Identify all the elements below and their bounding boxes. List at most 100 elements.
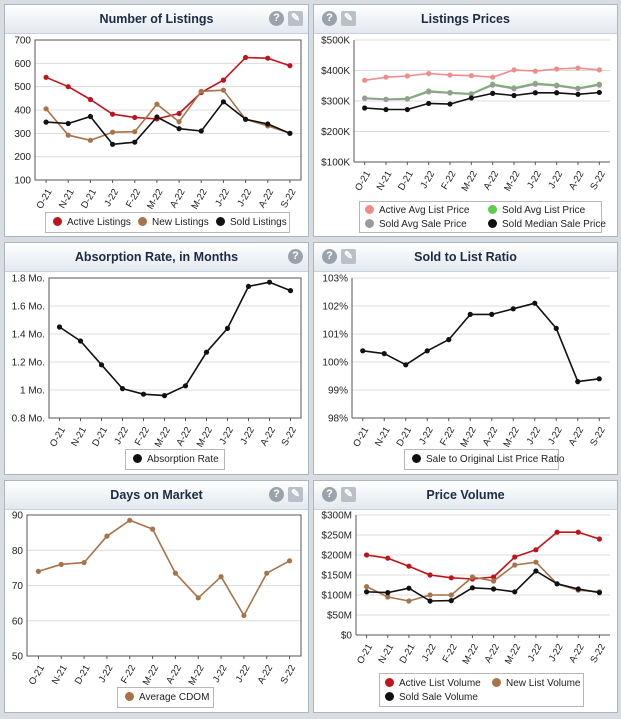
- data-point: [511, 92, 517, 99]
- data-point: [533, 547, 539, 553]
- data-point: [241, 612, 247, 619]
- legend-item-sold-avg-list: Sold Avg List Price: [488, 205, 585, 216]
- y-tick-label: 103%: [322, 274, 348, 285]
- data-point: [490, 82, 496, 88]
- dom-panel: Days on Market ? ✎ 50 60 70 80 90 O-21 N-21 D-2…: [4, 480, 309, 713]
- legend-label: Active List Volume: [399, 678, 481, 689]
- help-icon[interactable]: ?: [288, 249, 303, 264]
- legend-label: New List Volume: [506, 678, 581, 689]
- absorption-chart: 0.8 Mo. 1 Mo. 1.2 Mo. 1.4 Mo. 1.6 Mo. 1.8 Mo.…: [12, 274, 302, 447]
- data-point: [575, 379, 581, 385]
- data-point: [265, 55, 271, 61]
- data-point: [109, 111, 116, 117]
- data-point: [533, 559, 539, 565]
- data-point: [385, 594, 391, 600]
- data-point: [109, 141, 116, 147]
- legend-swatch: [488, 219, 497, 228]
- y-tick-label: 400: [14, 106, 31, 117]
- data-point: [468, 95, 474, 101]
- y-tick-label: $100K: [321, 158, 350, 169]
- x-tick-label: A-22: [257, 187, 277, 209]
- data-point: [510, 306, 516, 312]
- legend-item-new-volume: New List Volume: [492, 678, 580, 689]
- data-point: [447, 101, 453, 107]
- wrench-icon[interactable]: ✎: [288, 487, 303, 502]
- y-tick-label: 101%: [322, 330, 348, 341]
- data-point: [87, 113, 94, 120]
- data-point: [381, 351, 387, 357]
- data-point: [469, 585, 476, 591]
- data-point: [43, 119, 49, 125]
- x-tick-label: D-21: [79, 187, 99, 209]
- x-tick-label: S-22: [279, 187, 299, 209]
- wrench-icon[interactable]: ✎: [288, 11, 303, 26]
- help-icon[interactable]: ?: [322, 487, 337, 502]
- data-point: [490, 574, 497, 580]
- x-tick-label: M-22: [141, 663, 161, 685]
- data-point: [447, 72, 453, 78]
- data-point: [575, 86, 581, 92]
- prices-legend: Active Avg List Price Sold Avg List Pric…: [359, 201, 606, 233]
- data-point: [596, 376, 602, 382]
- wrench-icon[interactable]: ✎: [341, 11, 356, 26]
- series-line: [366, 531, 600, 580]
- data-point: [532, 81, 538, 87]
- x-tick-label: N-21: [376, 642, 396, 665]
- help-icon[interactable]: ?: [322, 11, 337, 26]
- y-tick-label: 100: [14, 176, 31, 187]
- legend-item-new-listings: New Listings: [138, 217, 209, 228]
- help-icon[interactable]: ?: [269, 487, 284, 502]
- data-point: [575, 91, 581, 97]
- x-tick-label: J-22: [546, 425, 565, 447]
- data-point: [176, 119, 182, 125]
- x-tick-label: O-21: [355, 642, 375, 666]
- data-point: [426, 100, 432, 107]
- series-line: [38, 519, 290, 617]
- data-point: [220, 99, 227, 105]
- series-line: [364, 83, 600, 101]
- plot-frame: [34, 39, 302, 181]
- y-tick-label: $100M: [321, 591, 352, 602]
- data-point: [362, 95, 368, 102]
- x-tick-label: J-22: [97, 663, 116, 685]
- data-point: [447, 90, 453, 96]
- data-point: [532, 300, 538, 306]
- x-tick-label: O-21: [27, 663, 47, 685]
- chart-title: Sold to List Ratio: [414, 250, 517, 264]
- data-point: [265, 121, 271, 127]
- data-point: [154, 101, 160, 107]
- data-point: [427, 572, 433, 578]
- x-tick-label: O-21: [48, 425, 68, 447]
- data-point: [554, 529, 560, 535]
- legend-label: Active Avg List Price: [379, 205, 470, 216]
- x-tick-label: A-22: [258, 425, 278, 447]
- help-icon[interactable]: ?: [322, 249, 337, 264]
- x-tick-label: F-22: [133, 425, 152, 447]
- legend-item-sold-volume: Sold Sale Volume: [385, 692, 478, 703]
- data-point: [266, 279, 273, 285]
- data-point: [161, 393, 168, 399]
- legend-item-active-avg-list: Active Avg List Price: [365, 205, 469, 216]
- y-tick-label: 98%: [328, 414, 348, 425]
- data-point: [363, 552, 370, 558]
- wrench-icon[interactable]: ✎: [341, 249, 356, 264]
- y-tick-label: 200: [14, 152, 31, 163]
- legend-item-active-listings: Active Listings: [53, 217, 131, 228]
- series-line: [45, 89, 291, 142]
- data-point: [511, 67, 517, 73]
- data-point: [403, 362, 409, 368]
- y-tick-label: $400K: [321, 66, 350, 77]
- x-tick-label: J-22: [112, 425, 131, 447]
- x-tick-label: J-22: [234, 663, 253, 685]
- ratio-chart: 98%99%100%101%102%103%O-21 N-21 D-21 J-22 F-…: [322, 274, 610, 447]
- legend-label: Active Listings: [67, 217, 131, 228]
- chart-title: Days on Market: [110, 488, 203, 502]
- x-tick-label: J-22: [547, 642, 566, 664]
- help-icon[interactable]: ?: [269, 11, 284, 26]
- legend-swatch: [488, 205, 497, 214]
- wrench-icon[interactable]: ✎: [341, 487, 356, 502]
- data-point: [553, 325, 559, 331]
- series-line: [59, 281, 291, 397]
- x-tick-label: N-21: [50, 663, 70, 685]
- y-tick-label: $200M: [321, 551, 352, 562]
